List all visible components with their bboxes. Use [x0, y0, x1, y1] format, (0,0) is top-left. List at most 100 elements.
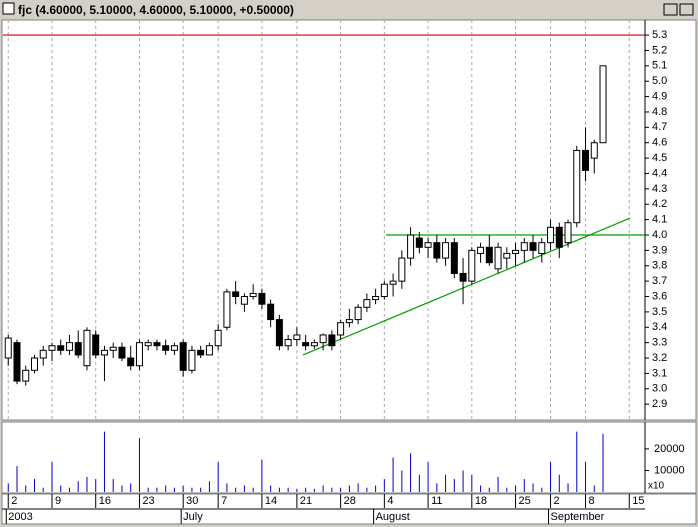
month-label: 2003 — [8, 511, 32, 523]
y-tick-label: 5.0 — [652, 75, 667, 87]
candle-body — [267, 303, 275, 321]
candle-body — [590, 142, 598, 159]
x-tick-label: 21 — [300, 495, 312, 507]
candle-body — [118, 346, 126, 359]
candle-body — [573, 149, 581, 224]
candle-body — [284, 339, 292, 347]
candle-body — [363, 299, 371, 308]
candle-body — [328, 334, 336, 347]
candle-body — [197, 349, 205, 356]
y-tick-label: 4.3 — [652, 183, 667, 195]
candle-body — [258, 292, 266, 305]
candle-body — [564, 222, 572, 244]
candle-body — [310, 342, 318, 347]
x-tick-label: 9 — [55, 495, 61, 507]
x-tick-label: 15 — [632, 495, 644, 507]
trend-line — [302, 217, 631, 356]
month-label: August — [376, 511, 410, 523]
month-label: July — [183, 511, 203, 523]
candle-body — [223, 291, 231, 328]
volume-tick-label: 20000 — [654, 443, 685, 455]
candle-body — [65, 342, 73, 351]
y-tick-label: 4.7 — [652, 121, 667, 133]
y-tick-label: 4.5 — [652, 152, 667, 164]
candle-body — [249, 292, 257, 298]
y-tick-label: 4.4 — [652, 167, 667, 179]
y-tick-label: 4.6 — [652, 137, 667, 149]
x-tick-label: 7 — [221, 495, 227, 507]
y-tick-label: 4.0 — [652, 229, 667, 241]
x-tick-label: 28 — [344, 495, 356, 507]
y-tick-label: 5.1 — [652, 60, 667, 72]
candle-body — [345, 319, 353, 324]
candle-body — [398, 257, 406, 282]
candle-body — [450, 242, 458, 274]
candle-body — [407, 234, 415, 259]
maximize-button[interactable] — [663, 3, 678, 16]
candle-body — [83, 329, 91, 367]
candle-body — [13, 342, 21, 382]
candle-body — [4, 337, 12, 359]
candle-body — [442, 242, 450, 259]
volume-tick-label: 10000 — [654, 464, 685, 476]
candle-body — [48, 345, 56, 351]
x-tick-label: 2 — [554, 495, 560, 507]
month-label: September — [551, 511, 605, 523]
y-tick-label: 3.7 — [652, 275, 667, 287]
candle-body — [179, 342, 187, 371]
x-tick-label: 18 — [475, 495, 487, 507]
x-tick-label: 30 — [186, 495, 198, 507]
candle-body — [30, 357, 38, 371]
candle-body — [468, 249, 476, 282]
y-tick-label: 3.6 — [652, 290, 667, 302]
candle-body — [214, 329, 222, 347]
candle-body — [302, 342, 310, 347]
candle-body — [240, 296, 248, 305]
candle-body — [459, 272, 467, 282]
y-tick-label: 3.3 — [652, 337, 667, 349]
y-tick-label: 3.1 — [652, 367, 667, 379]
candle-body — [529, 242, 537, 251]
candle-body — [144, 342, 152, 347]
candle-body — [415, 237, 423, 248]
candle-body — [354, 306, 362, 321]
candle-body — [127, 357, 135, 367]
candle-body — [188, 349, 196, 371]
y-tick-label: 3.5 — [652, 306, 667, 318]
close-button[interactable] — [679, 3, 694, 16]
y-tick-label: 3.2 — [652, 352, 667, 364]
candle-body — [538, 242, 546, 254]
candle-body — [275, 319, 283, 347]
x-tick-label: 23 — [142, 495, 154, 507]
candle-body — [153, 342, 161, 347]
candle-body — [293, 334, 301, 341]
volume-panel — [1, 421, 697, 494]
candle-body — [424, 242, 432, 248]
price-panel — [1, 19, 697, 421]
candle-body — [485, 246, 493, 264]
candle-body — [503, 252, 511, 259]
candle-body — [135, 342, 143, 367]
window-title: fjc (4.60000, 5.10000, 4.60000, 5.10000,… — [18, 3, 294, 17]
y-tick-label: 4.8 — [652, 106, 667, 118]
candle-body — [555, 226, 563, 248]
x-tick-label: 11 — [431, 495, 442, 507]
candle-body — [582, 149, 590, 171]
candle-body — [109, 346, 117, 351]
y-tick-label: 4.9 — [652, 90, 667, 102]
window-icon[interactable] — [2, 2, 15, 15]
candle-body — [372, 296, 380, 301]
candle-body — [337, 322, 345, 336]
x-tick-label: 25 — [519, 495, 531, 507]
candle-body — [205, 345, 213, 356]
y-tick-label: 3.8 — [652, 260, 667, 272]
y-tick-label: 3.4 — [652, 321, 667, 333]
candle-body — [494, 246, 502, 270]
y-tick-label: 5.3 — [652, 29, 667, 41]
candle-body — [57, 345, 65, 351]
y-tick-label: 2.9 — [652, 398, 667, 410]
x-tick-label: 16 — [99, 495, 111, 507]
y-tick-label: 5.2 — [652, 44, 667, 56]
